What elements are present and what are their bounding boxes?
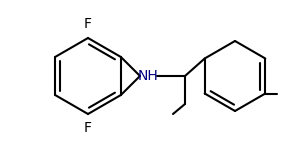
- Text: F: F: [84, 121, 92, 135]
- Text: F: F: [84, 17, 92, 31]
- Text: NH: NH: [138, 69, 159, 83]
